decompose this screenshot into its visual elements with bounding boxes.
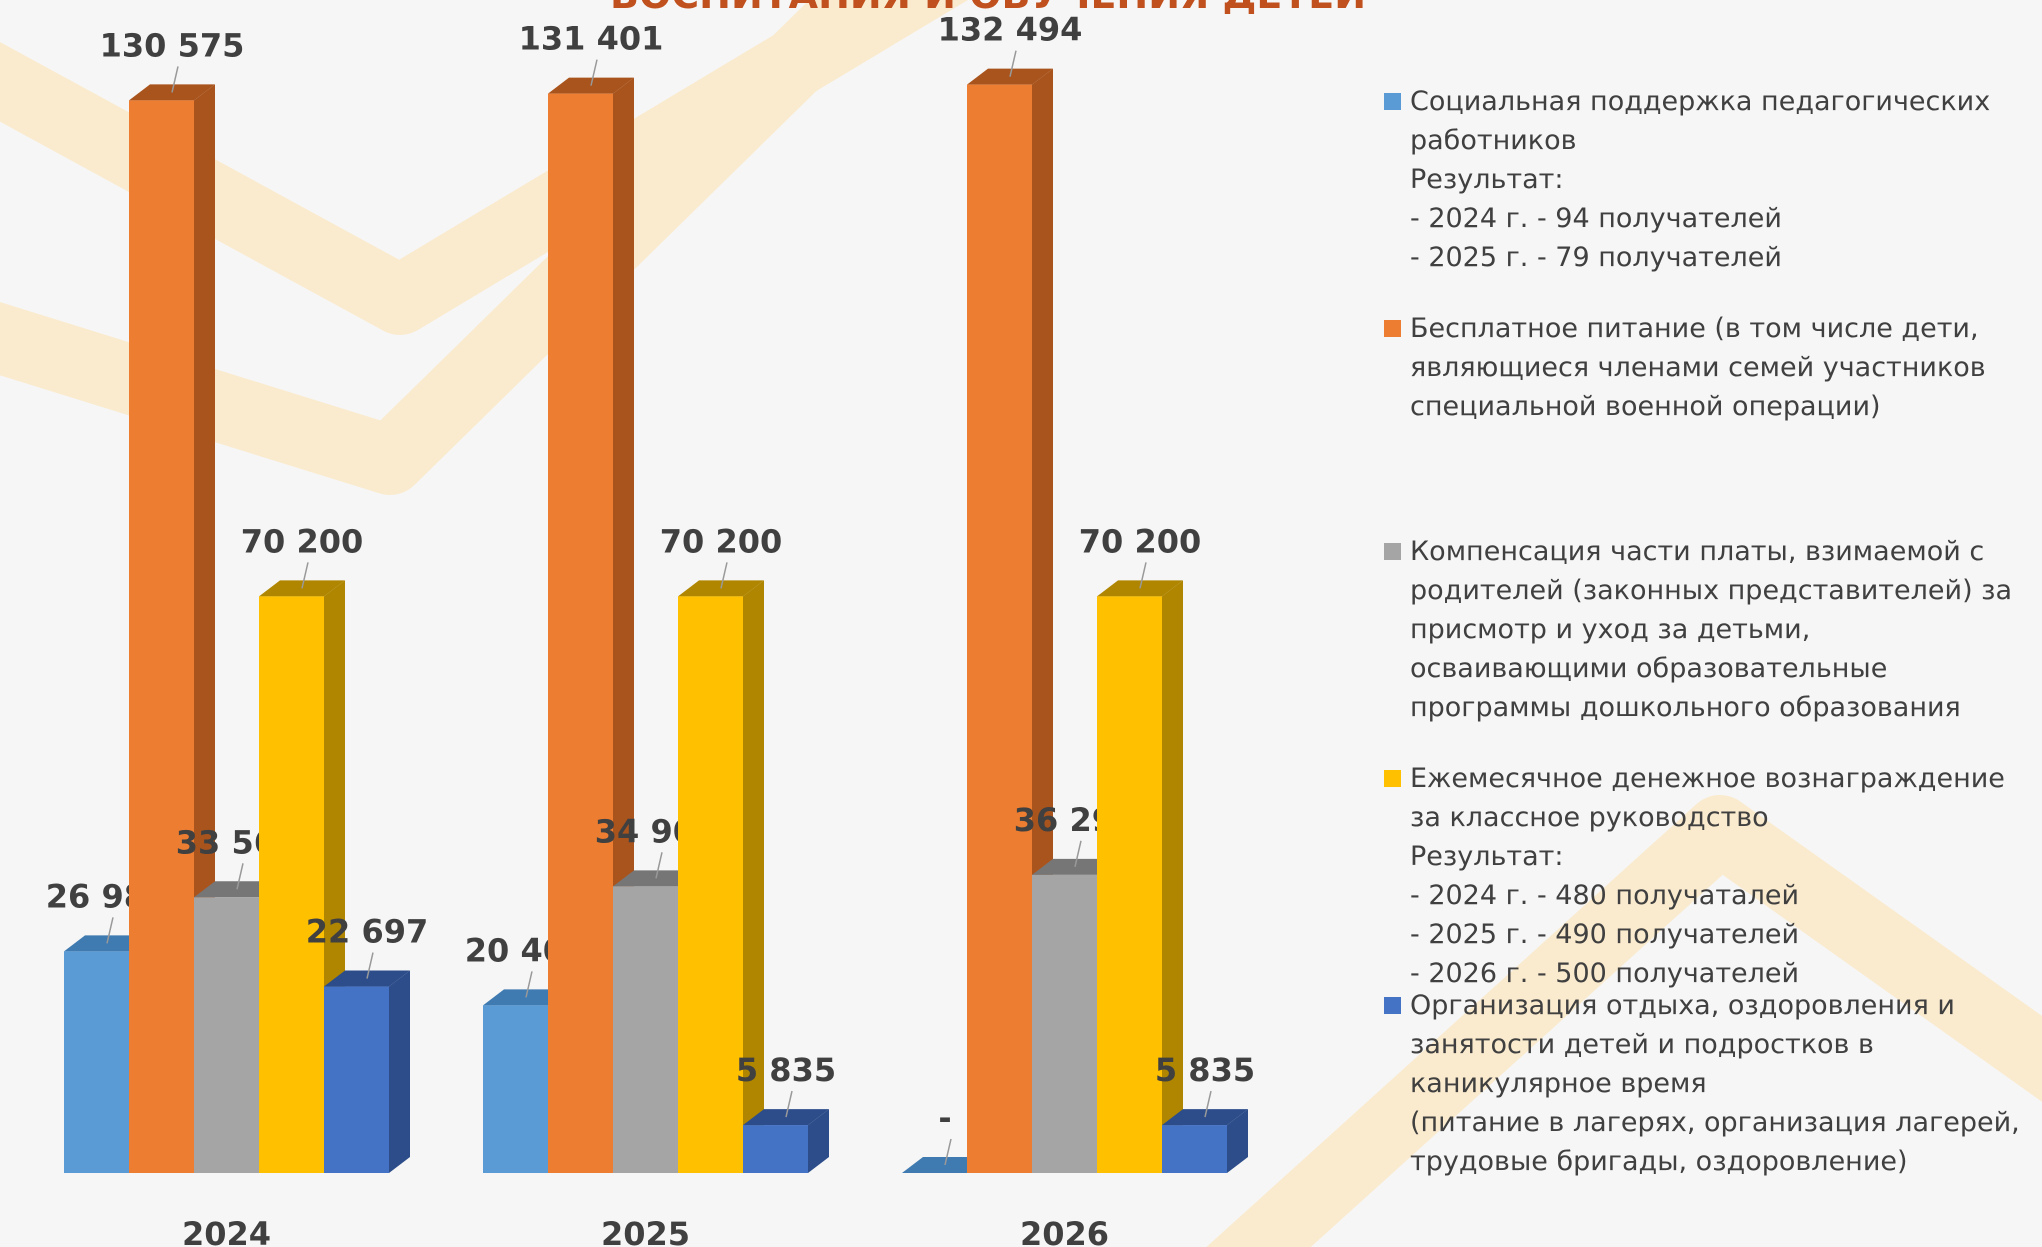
data-label: 70 200	[1079, 522, 1201, 560]
bar	[548, 93, 613, 1173]
leader-line	[944, 1138, 952, 1166]
legend-label: Организация отдыха, оздоровления и занят…	[1410, 990, 1955, 1099]
data-label: 5 835	[736, 1051, 836, 1089]
legend-swatch	[1384, 997, 1401, 1014]
bar	[324, 986, 389, 1173]
legend-entry: Организация отдыха, оздоровления и занят…	[1384, 986, 2034, 1181]
leader-line	[301, 562, 309, 589]
legend-detail: Результат:	[1410, 841, 1564, 872]
legend-swatch	[1384, 770, 1401, 787]
bar-side	[808, 1109, 829, 1173]
leader-line	[106, 917, 114, 944]
legend-swatch	[1384, 543, 1401, 560]
legend-detail: - 2024 г. - 94 получателей	[1410, 203, 1782, 234]
bar	[613, 886, 678, 1173]
bar	[194, 897, 259, 1173]
legend-detail: (питание в лагерях, организация лагерей,…	[1410, 1107, 2020, 1177]
bar	[1162, 1125, 1227, 1173]
legend-entry: Компенсация части платы, взимаемой с род…	[1384, 532, 2034, 727]
legend-swatch	[1384, 93, 1401, 110]
leader-line	[236, 863, 244, 890]
chart-title: ВОСПИТАНИЯ И ОБУЧЕНИЯ ДЕТЕЙ	[610, 0, 1366, 17]
leader-line	[1139, 562, 1147, 589]
leader-line	[655, 852, 663, 879]
bar-side	[743, 580, 764, 1173]
x-tick-label: 2026	[1020, 1215, 1109, 1247]
legend-entry: Социальная поддержка педагогических рабо…	[1384, 82, 2034, 277]
legend-detail: Результат:	[1410, 164, 1564, 195]
legend-label: Компенсация части платы, взимаемой с род…	[1410, 536, 2013, 723]
bar	[129, 100, 194, 1173]
bar	[743, 1125, 808, 1173]
legend-swatch	[1384, 320, 1401, 337]
legend-detail: - 2024 г. - 480 получаталей	[1410, 880, 1800, 911]
leader-line	[1204, 1090, 1212, 1118]
legend-entry: Бесплатное питание (в том числе дети, яв…	[1384, 309, 2034, 426]
data-label: 70 200	[241, 522, 363, 560]
leader-line	[785, 1090, 793, 1118]
legend-detail: - 2025 г. - 490 получателей	[1410, 919, 1800, 950]
bar	[678, 596, 743, 1173]
bar	[1097, 596, 1162, 1173]
bar-side	[389, 970, 410, 1173]
bar	[967, 84, 1032, 1174]
leader-line	[1009, 50, 1017, 77]
data-label: 130 575	[100, 26, 245, 64]
bar-side	[1227, 1109, 1248, 1173]
data-label: 131 401	[519, 20, 664, 58]
legend-detail: - 2026 г. - 500 получателей	[1410, 958, 1800, 989]
leader-line	[590, 59, 598, 86]
legend-label: Ежемесячное денежное вознаграждение за к…	[1410, 763, 2005, 833]
legend-label: Социальная поддержка педагогических рабо…	[1410, 86, 1991, 156]
x-tick-label: 2025	[601, 1215, 690, 1247]
legend-label: Бесплатное питание (в том числе дети, яв…	[1410, 313, 1986, 422]
bar	[259, 596, 324, 1173]
bar-side	[1162, 580, 1183, 1173]
data-label: -	[938, 1099, 951, 1137]
data-label: 132 494	[938, 11, 1083, 49]
leader-line	[171, 66, 179, 93]
leader-line	[366, 952, 374, 979]
data-label: 5 835	[1155, 1051, 1255, 1089]
leader-line	[1074, 840, 1082, 868]
leader-line	[525, 971, 533, 998]
x-tick-label: 2024	[182, 1215, 271, 1247]
legend-detail: - 2025 г. - 79 получателей	[1410, 242, 1782, 273]
bar	[1032, 874, 1097, 1173]
bar	[64, 951, 129, 1173]
bar	[483, 1005, 548, 1173]
data-label: 70 200	[660, 522, 782, 560]
leader-line	[720, 562, 728, 589]
data-label: 22 697	[306, 913, 428, 951]
legend-entry: Ежемесячное денежное вознаграждение за к…	[1384, 759, 2034, 993]
